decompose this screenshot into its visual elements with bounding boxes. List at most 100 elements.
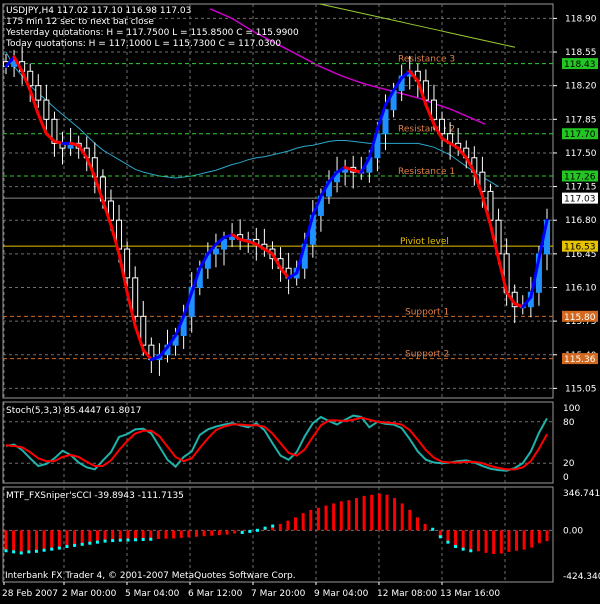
- sniper-line-segment: [384, 88, 396, 107]
- cci-bar: [301, 513, 305, 531]
- sniper-line-segment: [36, 113, 48, 136]
- cci-bar: [210, 530, 214, 536]
- today-line: Today quotations: H = 117.1000 L = 115.7…: [5, 39, 281, 49]
- sniper-line-segment: [85, 156, 97, 179]
- sniper-line-segment: [287, 271, 299, 280]
- cci-bar: [469, 530, 473, 551]
- y-tick-label: 117.85: [565, 115, 597, 125]
- sniper-line-segment: [77, 143, 89, 160]
- ma-fast-line: [5, 51, 499, 188]
- candle-body: [27, 70, 34, 87]
- y-tick-label: 115.05: [565, 384, 597, 394]
- y-tick-label: 115.75: [565, 317, 597, 327]
- level-label-3: Piviot level: [400, 237, 449, 247]
- level-label-1: Resistance 2: [398, 125, 455, 135]
- cci-bar: [347, 500, 351, 531]
- x-tick-label: 9 Mar 04:00: [314, 589, 369, 599]
- price-label-box-3: [562, 170, 598, 182]
- x-tick-label: 6 Mar 12:00: [188, 589, 243, 599]
- cci-dot: [431, 527, 435, 531]
- sniper-line-segment: [335, 165, 347, 174]
- cci-bar: [50, 530, 54, 550]
- price-panel[interactable]: Resistance 3 Resistance 2 Resistance 1 Pivi…: [3, 3, 553, 376]
- panel-frame-main: [2, 3, 554, 399]
- sniper-line-segment: [303, 213, 315, 246]
- price-label-1: 118.43: [564, 60, 596, 70]
- cci-dot: [438, 535, 442, 539]
- price-label-0: 117.03: [564, 195, 596, 205]
- sniper-line-segment: [359, 156, 371, 174]
- cci-bar: [461, 530, 465, 550]
- cci-bar: [12, 530, 16, 552]
- candle-body: [212, 248, 219, 255]
- stoch-tick-label: 80: [563, 418, 575, 428]
- y-tick-label: 116.10: [565, 283, 597, 293]
- y-tick-label: 117.15: [565, 183, 597, 193]
- cci-bar: [316, 507, 320, 531]
- cci-bar: [278, 523, 282, 531]
- cci-bar: [309, 509, 313, 531]
- price-label-box-2: [562, 128, 598, 140]
- cci-dot: [149, 537, 153, 541]
- cci-dot: [4, 549, 8, 553]
- price-label-2: 117.70: [564, 130, 596, 140]
- sniper-line-segment: [165, 334, 178, 349]
- sniper-line-segment: [206, 242, 218, 256]
- cci-bar: [164, 530, 168, 539]
- sniper-line-segment: [375, 103, 388, 131]
- stochastic-panel[interactable]: Stoch(5,3,3) 85.4447 61.8017: [3, 406, 553, 472]
- candle-body: [439, 118, 446, 135]
- cci-bar: [446, 530, 450, 543]
- cci-dot: [88, 541, 92, 545]
- cci-dot: [73, 543, 77, 547]
- cci-dot: [126, 538, 130, 542]
- candle-body: [479, 171, 486, 192]
- cci-bar: [415, 517, 419, 531]
- cci-bar: [65, 530, 69, 547]
- cci-dot: [446, 540, 450, 544]
- sniper-line-segment: [133, 324, 145, 352]
- y-tick-label: 116.45: [565, 250, 597, 260]
- candle-body: [140, 315, 147, 346]
- sniper-line-segment: [480, 194, 492, 227]
- price-label-6: 115.36: [564, 355, 596, 365]
- sniper-line-segment: [270, 252, 283, 270]
- sniper-line-segment: [198, 252, 210, 270]
- cci-bar: [355, 498, 359, 531]
- axes-layer: 118.90 118.55 118.20 117.85 117.50 117.15 116.…: [2, 14, 600, 599]
- cci-dot: [111, 539, 115, 543]
- candle-body: [422, 80, 429, 101]
- cci-bar: [332, 503, 336, 531]
- cci-bar: [73, 530, 77, 546]
- cci-dot: [12, 550, 16, 554]
- cci-bar: [385, 494, 389, 531]
- sniper-line-segment: [416, 79, 428, 107]
- cci-bar: [370, 494, 374, 531]
- cci-bar: [515, 530, 519, 551]
- x-tick-label: 28 Feb 2007: [2, 589, 58, 599]
- cci-panel[interactable]: MTF_FXSniper'sCCI -39.8943 -111.7135: [3, 491, 553, 555]
- cci-bar: [27, 530, 31, 552]
- symbol-line: USDJPY,H4 117.02 117.10 116.98 117.03: [6, 6, 191, 16]
- cci-bar: [126, 530, 130, 541]
- price-label-box-5: [562, 310, 598, 322]
- sniper-line-segment: [214, 236, 226, 246]
- stoch-title: Stoch(5,3,3) 85.4447 61.8017: [6, 406, 141, 416]
- cci-bar: [149, 530, 153, 540]
- cci-dot: [271, 524, 275, 528]
- cci-dot: [80, 542, 84, 546]
- cci-bar: [507, 530, 511, 552]
- sniper-line-segment: [319, 180, 331, 198]
- candle-body: [43, 99, 50, 120]
- stoch-tick-label: 0: [563, 473, 569, 483]
- sniper-line-segment: [230, 233, 242, 241]
- cci-bar: [187, 530, 191, 538]
- cci-bar: [80, 530, 84, 545]
- sniper-line-segment: [456, 146, 468, 160]
- sniper-line-segment: [109, 223, 121, 256]
- panel-frame-cci: [2, 486, 554, 583]
- cci-bar: [156, 530, 160, 539]
- price-label-4: 116.53: [564, 243, 596, 253]
